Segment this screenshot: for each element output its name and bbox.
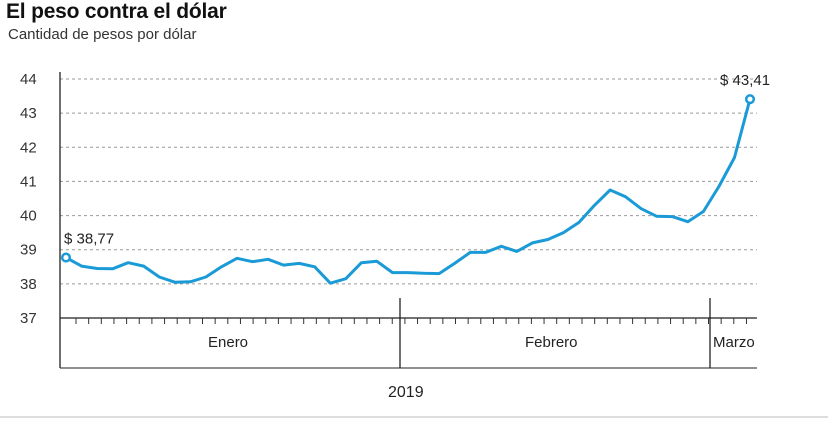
data-labels: $ 38,77 $ 43,41 [64, 72, 770, 247]
y-tick-label: 39 [20, 242, 37, 259]
series-line [60, 94, 756, 285]
year-label: 2019 [388, 384, 424, 401]
y-tick-label: 37 [20, 310, 37, 327]
x-axis [0, 72, 828, 418]
gridlines [60, 78, 757, 285]
start-point [60, 252, 72, 263]
month-label-marzo: Marzo [713, 334, 755, 351]
series-path [64, 97, 752, 285]
y-tick-label: 40 [20, 208, 37, 225]
month-label-enero: Enero [208, 334, 248, 351]
end-value-label: $ 43,41 [720, 72, 770, 89]
month-label-febrero: Febrero [525, 334, 578, 351]
start-value-label: $ 38,77 [64, 231, 114, 248]
y-axis-ticks: 37 38 39 40 41 42 43 44 [20, 71, 37, 327]
y-tick-label: 44 [20, 71, 37, 88]
y-tick-label: 38 [20, 276, 37, 293]
chart-title: El peso contra el dólar [6, 0, 227, 23]
y-tick-label: 41 [20, 173, 37, 190]
end-point [744, 94, 756, 105]
month-labels: Enero Febrero Marzo 2019 [208, 334, 755, 401]
chart-subtitle: Cantidad de pesos por dólar [8, 26, 197, 43]
y-tick-label: 42 [20, 139, 37, 156]
y-tick-label: 43 [20, 105, 37, 122]
